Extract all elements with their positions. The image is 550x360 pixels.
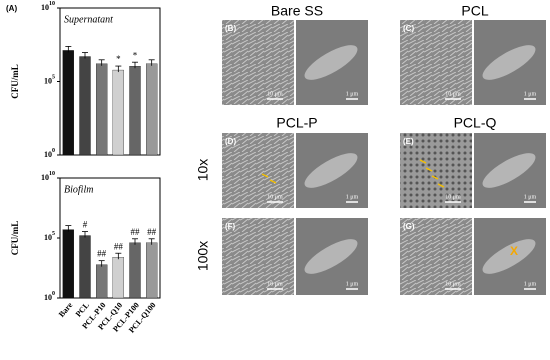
column-heading: PCL xyxy=(461,3,488,19)
panel-label: (D) xyxy=(225,137,236,146)
plot-frame xyxy=(59,177,161,299)
y-tick-label: 105 xyxy=(44,75,55,85)
fiber xyxy=(482,153,536,188)
fiber xyxy=(482,239,536,274)
sem-image-low xyxy=(222,133,294,208)
fiber xyxy=(304,153,358,188)
scale-bar-label: 1 μm xyxy=(524,281,537,287)
fiber xyxy=(482,45,536,80)
scale-bar-label: 10 μm xyxy=(267,281,283,287)
sem-image-low xyxy=(222,20,294,105)
arrow xyxy=(269,179,277,184)
scale-bar-label: 10 μm xyxy=(267,194,283,200)
arrow xyxy=(437,183,445,188)
scale-bar-label: 1 μm xyxy=(346,281,359,287)
significance: * xyxy=(133,50,138,60)
sem-image-low xyxy=(400,133,472,208)
bar xyxy=(112,257,124,299)
sem-image-low xyxy=(222,218,294,295)
significance: ## xyxy=(114,241,124,251)
bar xyxy=(96,63,108,156)
y-tick-label: 100 xyxy=(44,291,55,301)
bar xyxy=(96,264,108,299)
arrow xyxy=(419,159,427,164)
significance: * xyxy=(116,54,121,64)
scale-bar-label: 10 μm xyxy=(267,91,283,97)
scale-bar-label: 1 μm xyxy=(524,91,537,97)
chart-title: Supernatant xyxy=(64,14,113,25)
y-tick-label: 105 xyxy=(44,231,55,241)
column-heading: Bare SS xyxy=(271,3,323,19)
bar xyxy=(129,66,141,156)
bar xyxy=(129,242,141,299)
bar xyxy=(62,50,74,156)
significance: ## xyxy=(131,227,141,237)
y-tick-label: 1010 xyxy=(41,171,55,181)
panel-label: (E) xyxy=(403,137,414,146)
significance: # xyxy=(83,220,88,230)
x-tick-label: Bare xyxy=(57,300,75,319)
y-axis-label: CFU/mL xyxy=(10,221,20,256)
panel-label: (C) xyxy=(403,24,414,33)
scale-bar-label: 1 μm xyxy=(524,194,537,200)
bar xyxy=(62,229,74,299)
plot-frame xyxy=(59,7,161,156)
fiber xyxy=(304,45,358,80)
y-axis-label: CFU/mL xyxy=(10,64,20,99)
column-heading: PCL-Q xyxy=(454,115,497,131)
row-label: 10x xyxy=(195,159,211,182)
arrow xyxy=(431,175,439,180)
panel-label: (F) xyxy=(225,222,236,231)
row-label: 100x xyxy=(195,241,211,271)
scale-bar-label: 1 μm xyxy=(346,91,359,97)
scale-bar-label: 10 μm xyxy=(445,91,461,97)
column-heading: PCL-P xyxy=(276,115,317,131)
bar xyxy=(146,242,158,299)
significance: ## xyxy=(97,249,107,259)
y-tick-label: 1010 xyxy=(41,1,55,11)
scale-bar-label: 10 μm xyxy=(445,194,461,200)
arrow xyxy=(425,167,433,172)
bar xyxy=(146,63,158,156)
bar xyxy=(79,56,91,156)
arrow xyxy=(261,173,269,178)
figure-label: (A) xyxy=(6,4,17,13)
significance: ## xyxy=(147,227,157,237)
scale-bar-label: 1 μm xyxy=(346,194,359,200)
bar xyxy=(112,69,124,156)
sem-image-low xyxy=(400,20,472,105)
fiber xyxy=(304,239,358,274)
sem-image-low xyxy=(400,218,472,295)
panel-label: (G) xyxy=(403,222,415,231)
scale-bar-label: 10 μm xyxy=(445,281,461,287)
bar xyxy=(79,235,91,299)
marker: X xyxy=(510,244,518,258)
y-tick-label: 100 xyxy=(44,148,55,158)
panel-label: (B) xyxy=(225,24,236,33)
chart-title: Biofilm xyxy=(64,184,93,195)
